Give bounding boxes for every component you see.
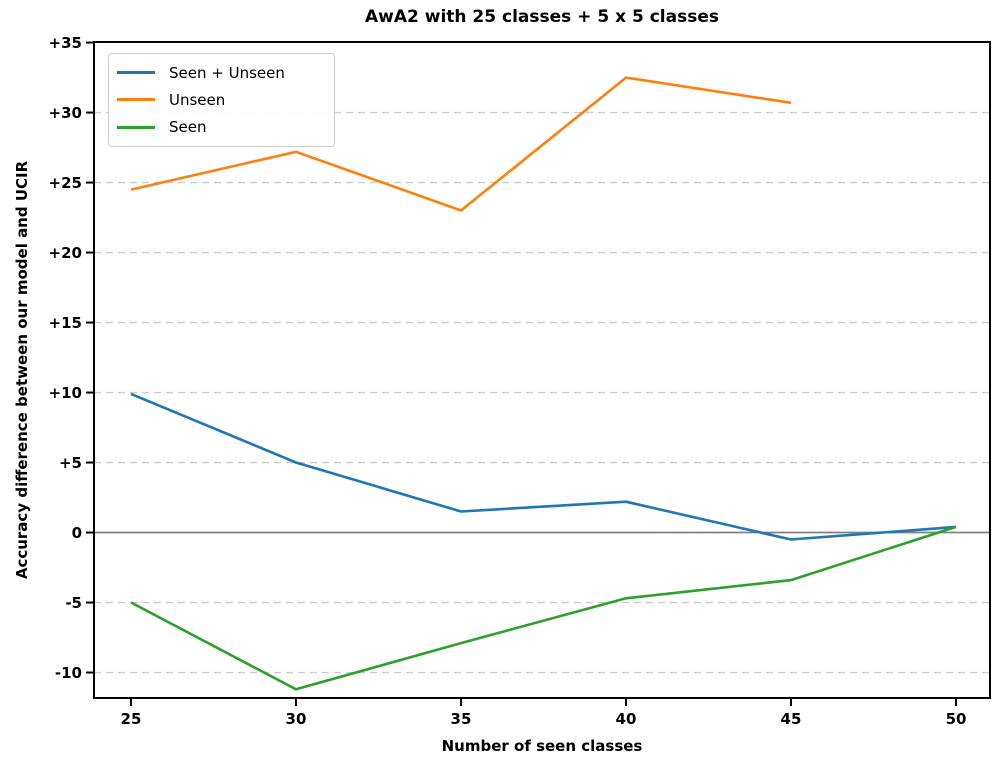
legend-line-swatch-seen <box>117 125 155 129</box>
y-tick-label: +5 <box>59 454 82 472</box>
y-tick-label: +30 <box>49 104 82 122</box>
plot-border <box>93 41 991 699</box>
legend-label: Seen <box>169 118 207 137</box>
y-tick-label: +25 <box>49 174 82 192</box>
series-line-unseen <box>130 76 792 212</box>
series-line-seen <box>130 525 957 691</box>
x-axis-label: Number of seen classes <box>441 737 643 755</box>
legend: Seen + Unseen Unseen Seen <box>108 53 335 147</box>
y-tick-label: -5 <box>65 594 82 612</box>
y-tick-label: +35 <box>49 34 82 52</box>
series-line-seen-unseen <box>130 392 957 541</box>
x-tick-label: 45 <box>781 710 802 728</box>
y-tick-label: +20 <box>49 244 82 262</box>
x-tick-label: 50 <box>946 710 967 728</box>
chart-title: AwA2 with 25 classes + 5 x 5 classes <box>364 7 719 27</box>
legend-label: Seen + Unseen <box>169 63 285 82</box>
legend-line-swatch-seen-unseen <box>117 71 155 75</box>
y-tick-label: -10 <box>55 664 82 682</box>
legend-line-swatch-unseen <box>117 98 155 102</box>
x-tick-label: 25 <box>121 710 142 728</box>
x-tick-label: 35 <box>451 710 472 728</box>
x-tick-label: 40 <box>616 710 637 728</box>
legend-label: Unseen <box>169 90 226 109</box>
legend-item-seen-unseen: Seen + Unseen <box>117 59 326 86</box>
y-tick-label: 0 <box>72 524 82 542</box>
x-tick-label: 30 <box>286 710 307 728</box>
y-tick-label: +10 <box>49 384 82 402</box>
legend-item-seen: Seen <box>117 114 326 141</box>
y-tick-label: +15 <box>49 314 82 332</box>
legend-item-unseen: Unseen <box>117 86 326 113</box>
